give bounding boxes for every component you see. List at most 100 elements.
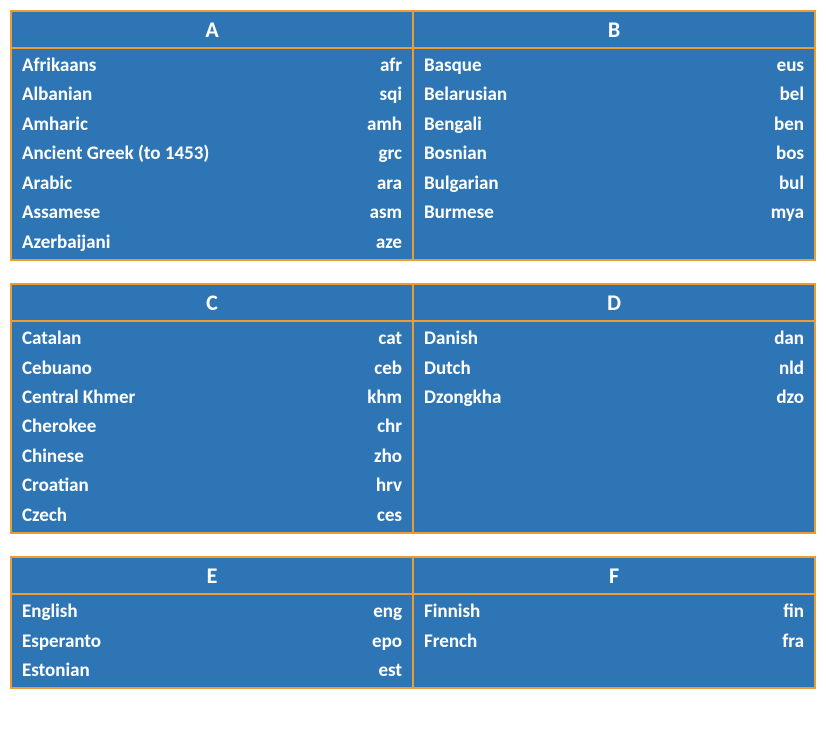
language-name: Azerbaijani (22, 228, 110, 257)
language-row: Afrikaans afr (22, 51, 402, 80)
language-code: est (378, 656, 402, 685)
language-code: fra (782, 627, 804, 656)
language-row: Burmesemya (424, 198, 804, 227)
language-row-empty (424, 412, 804, 441)
language-code: bul (779, 169, 804, 198)
language-row: Chinese zho (22, 442, 402, 471)
language-row-empty (424, 442, 804, 471)
letter-panel-b: BBasqueeusBelarusian bel Bengali benBosnian… (414, 10, 816, 261)
language-row: Bulgarian bul (424, 169, 804, 198)
language-row: Czechces (22, 501, 402, 530)
language-row: Azerbaijani aze (22, 228, 402, 257)
panel-body: Catalan cat Cebuano ceb Central Khmer khmCher… (12, 322, 412, 532)
language-name: Bengali (424, 110, 482, 139)
language-name: Dutch (424, 354, 471, 383)
language-name: Danish (424, 324, 478, 353)
language-name: Czech (22, 501, 67, 530)
language-row: Belarusian bel (424, 80, 804, 109)
panel-body: AfrikaansafrAlbaniansqiAmharicamhAncient… (12, 49, 412, 259)
language-code: dan (774, 324, 804, 353)
language-row: Assameseasm (22, 198, 402, 227)
language-code: dzo (776, 383, 804, 412)
language-name: Belarusian (424, 80, 507, 109)
language-name: Dzongkha (424, 383, 501, 412)
language-row: Dzongkha dzo (424, 383, 804, 412)
panel-header: E (12, 558, 412, 595)
language-row-empty (424, 471, 804, 500)
language-name: French (424, 627, 477, 656)
language-row: Central Khmer khm (22, 383, 402, 412)
panel-row: AAfrikaansafrAlbaniansqiAmharicamhAncien… (10, 10, 816, 261)
language-code: ben (774, 110, 804, 139)
panel-header: F (414, 558, 814, 595)
language-name: Croatian (22, 471, 89, 500)
language-code: bos (776, 139, 804, 168)
language-name: Afrikaans (22, 51, 96, 80)
language-name: Ancient Greek (to 1453) (22, 139, 209, 168)
language-code: aze (376, 228, 402, 257)
language-row: Croatianhrv (22, 471, 402, 500)
language-row: French fra (424, 627, 804, 656)
language-row: Finnish fin (424, 597, 804, 626)
language-row: Albanian sqi (22, 80, 402, 109)
panel-body: English eng Esperanto epo Estonian est (12, 595, 412, 687)
language-code: sqi (380, 80, 402, 109)
language-row-empty (424, 501, 804, 530)
language-name: Estonian (22, 656, 90, 685)
panel-body: Finnish fin French fra (414, 595, 814, 687)
language-name: English (22, 597, 78, 626)
language-name: Basque (424, 51, 482, 80)
language-name: Bulgarian (424, 169, 499, 198)
language-name: Arabic (22, 169, 72, 198)
panel-row: EEnglish eng Esperanto epo Estonian est FFinni… (10, 556, 816, 689)
language-name: Central Khmer (22, 383, 135, 412)
language-row: Ancient Greek (to 1453) grc (22, 139, 402, 168)
letter-panel-f: FFinnish fin French fra (414, 556, 816, 689)
letter-panel-a: AAfrikaansafrAlbaniansqiAmharicamhAncien… (10, 10, 414, 261)
language-code: cat (378, 324, 402, 353)
language-row: Estonian est (22, 656, 402, 685)
language-code: eng (373, 597, 402, 626)
language-code: chr (377, 412, 402, 441)
panel-header: D (414, 285, 814, 322)
panel-header: B (414, 12, 814, 49)
language-code: khm (367, 383, 402, 412)
panel-header: C (12, 285, 412, 322)
language-row: Basqueeus (424, 51, 804, 80)
language-row-empty (424, 228, 804, 257)
language-code: amh (367, 110, 402, 139)
language-code: grc (379, 139, 402, 168)
language-row: Catalan cat (22, 324, 402, 353)
letter-panel-e: EEnglish eng Esperanto epo Estonian est (10, 556, 414, 689)
letter-panel-c: CCatalan cat Cebuano ceb Central Khmer khmChe… (10, 283, 414, 534)
language-name: Chinese (22, 442, 84, 471)
language-name: Esperanto (22, 627, 101, 656)
language-code: afr (380, 51, 402, 80)
language-row: Cherokeechr (22, 412, 402, 441)
language-row: Esperanto epo (22, 627, 402, 656)
language-row: Danish dan (424, 324, 804, 353)
language-code: ceb (374, 354, 402, 383)
language-row: Bengali ben (424, 110, 804, 139)
language-row: Amharic amh (22, 110, 402, 139)
language-name: Catalan (22, 324, 81, 353)
language-row: Dutch nld (424, 354, 804, 383)
language-row: Arabic ara (22, 169, 402, 198)
panel-body: Danish dan Dutch nld Dzongkha dzo (414, 322, 814, 532)
language-code: bel (780, 80, 804, 109)
language-name: Amharic (22, 110, 88, 139)
panel-row: CCatalan cat Cebuano ceb Central Khmer khmChe… (10, 283, 816, 534)
language-row: Cebuano ceb (22, 354, 402, 383)
language-row: Bosnianbos (424, 139, 804, 168)
language-name: Burmese (424, 198, 494, 227)
language-code: nld (779, 354, 804, 383)
language-name: Albanian (22, 80, 92, 109)
language-code: ara (377, 169, 402, 198)
language-code-infographic: AAfrikaansafrAlbaniansqiAmharicamhAncien… (10, 10, 816, 689)
language-name: Cebuano (22, 354, 92, 383)
language-code: zho (374, 442, 402, 471)
language-name: Assamese (22, 198, 100, 227)
language-code: fin (783, 597, 804, 626)
language-name: Finnish (424, 597, 480, 626)
language-code: epo (372, 627, 402, 656)
